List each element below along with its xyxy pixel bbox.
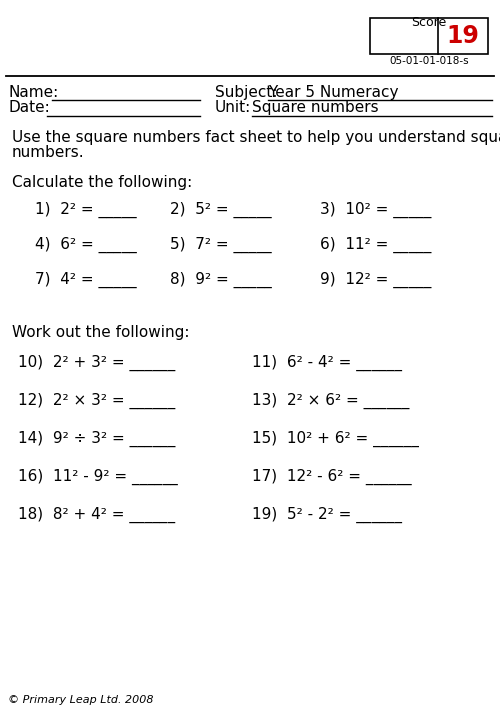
- Text: 19)  5² - 2² = ______: 19) 5² - 2² = ______: [252, 507, 402, 523]
- Text: Score: Score: [412, 16, 446, 29]
- Text: 7)  4² = _____: 7) 4² = _____: [35, 272, 136, 288]
- Text: 1)  2² = _____: 1) 2² = _____: [35, 202, 136, 218]
- Text: 18)  8² + 4² = ______: 18) 8² + 4² = ______: [18, 507, 175, 523]
- Text: 6)  11² = _____: 6) 11² = _____: [320, 237, 432, 253]
- Text: 12)  2² × 3² = ______: 12) 2² × 3² = ______: [18, 393, 176, 409]
- Text: Square numbers: Square numbers: [252, 100, 378, 115]
- Text: 16)  11² - 9² = ______: 16) 11² - 9² = ______: [18, 469, 178, 485]
- Text: © Primary Leap Ltd. 2008: © Primary Leap Ltd. 2008: [8, 695, 154, 705]
- Text: 13)  2² × 6² = ______: 13) 2² × 6² = ______: [252, 393, 410, 409]
- Bar: [370, 18, 488, 54]
- Text: Date:: Date:: [8, 100, 50, 115]
- Text: 15)  10² + 6² = ______: 15) 10² + 6² = ______: [252, 431, 419, 447]
- Text: Use the square numbers fact sheet to help you understand square: Use the square numbers fact sheet to hel…: [12, 130, 500, 145]
- Text: 4)  6² = _____: 4) 6² = _____: [35, 237, 137, 253]
- Text: 11)  6² - 4² = ______: 11) 6² - 4² = ______: [252, 355, 402, 371]
- Text: 17)  12² - 6² = ______: 17) 12² - 6² = ______: [252, 469, 412, 485]
- Text: Unit:: Unit:: [215, 100, 252, 115]
- Text: Year 5 Numeracy: Year 5 Numeracy: [268, 85, 398, 100]
- Text: numbers.: numbers.: [12, 145, 85, 160]
- Text: 8)  9² = _____: 8) 9² = _____: [170, 272, 272, 288]
- Text: Calculate the following:: Calculate the following:: [12, 175, 192, 190]
- Text: 5)  7² = _____: 5) 7² = _____: [170, 237, 272, 253]
- Text: 10)  2² + 3² = ______: 10) 2² + 3² = ______: [18, 355, 176, 371]
- Text: 9)  12² = _____: 9) 12² = _____: [320, 272, 432, 288]
- Text: Work out the following:: Work out the following:: [12, 325, 190, 340]
- Text: 14)  9² ÷ 3² = ______: 14) 9² ÷ 3² = ______: [18, 431, 176, 447]
- Text: 05-01-01-018-s: 05-01-01-018-s: [389, 56, 469, 66]
- Text: 2)  5² = _____: 2) 5² = _____: [170, 202, 272, 218]
- Text: 3)  10² = _____: 3) 10² = _____: [320, 202, 432, 218]
- Text: Subject:: Subject:: [215, 85, 278, 100]
- Text: 19: 19: [446, 24, 480, 48]
- Text: Name:: Name:: [8, 85, 58, 100]
